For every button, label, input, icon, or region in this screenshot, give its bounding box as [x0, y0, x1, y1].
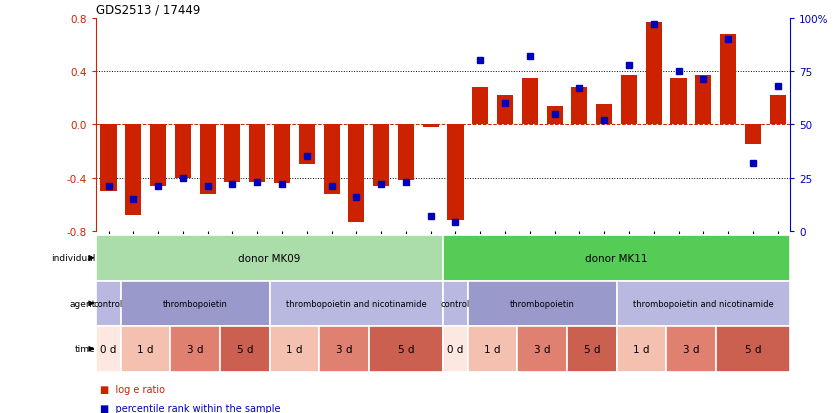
Bar	[150, 125, 166, 186]
Text: 1 d: 1 d	[137, 344, 154, 354]
Bar	[616, 326, 666, 372]
Bar	[200, 125, 216, 194]
Text: ■  percentile rank within the sample: ■ percentile rank within the sample	[100, 403, 281, 413]
Bar	[621, 76, 637, 125]
Bar	[125, 125, 141, 215]
Bar	[274, 125, 290, 183]
Text: GDS2513 / 17449: GDS2513 / 17449	[96, 3, 201, 16]
Bar	[666, 326, 716, 372]
Bar	[324, 125, 339, 194]
Bar	[645, 23, 662, 125]
Bar	[745, 125, 761, 145]
Bar	[670, 78, 686, 125]
Bar	[269, 326, 319, 372]
Bar	[497, 96, 513, 125]
Bar	[121, 326, 171, 372]
Bar	[770, 96, 786, 125]
Text: 0 d: 0 d	[447, 344, 464, 354]
Text: 5 d: 5 d	[745, 344, 761, 354]
Bar	[319, 326, 369, 372]
Bar	[423, 125, 439, 128]
Text: control: control	[441, 299, 470, 308]
Text: 3 d: 3 d	[336, 344, 352, 354]
Text: thrombopoietin: thrombopoietin	[510, 299, 574, 308]
Bar	[616, 281, 790, 326]
Bar	[443, 235, 790, 281]
Bar	[298, 125, 315, 165]
Text: 5 d: 5 d	[237, 344, 253, 354]
Bar	[443, 326, 468, 372]
Bar	[224, 125, 241, 182]
Text: 1 d: 1 d	[484, 344, 501, 354]
Bar	[220, 326, 269, 372]
Text: individual: individual	[51, 254, 95, 263]
Bar	[373, 125, 390, 186]
Text: donor MK09: donor MK09	[238, 253, 301, 263]
Text: 5 d: 5 d	[398, 344, 414, 354]
Text: agent: agent	[69, 299, 95, 308]
Bar	[175, 125, 191, 178]
Bar	[567, 326, 616, 372]
Text: 3 d: 3 d	[534, 344, 550, 354]
Text: 1 d: 1 d	[633, 344, 650, 354]
Bar	[522, 78, 538, 125]
Bar	[547, 106, 563, 125]
Bar	[447, 125, 463, 221]
Bar	[121, 281, 269, 326]
Bar	[100, 125, 116, 191]
Bar	[472, 88, 488, 125]
Bar	[720, 35, 737, 125]
Text: 0 d: 0 d	[100, 344, 117, 354]
Bar	[596, 105, 612, 125]
Text: 3 d: 3 d	[187, 344, 203, 354]
Bar	[269, 281, 443, 326]
Text: 1 d: 1 d	[286, 344, 303, 354]
Bar	[468, 326, 517, 372]
Text: thrombopoietin and nicotinamide: thrombopoietin and nicotinamide	[286, 299, 426, 308]
Bar	[96, 281, 121, 326]
Text: 5 d: 5 d	[584, 344, 600, 354]
Text: thrombopoietin: thrombopoietin	[163, 299, 227, 308]
Bar	[468, 281, 616, 326]
Bar	[571, 88, 588, 125]
Bar	[96, 326, 121, 372]
Bar	[443, 281, 468, 326]
Bar	[171, 326, 220, 372]
Text: time: time	[75, 344, 95, 354]
Bar	[716, 326, 790, 372]
Bar	[249, 125, 265, 182]
Text: thrombopoietin and nicotinamide: thrombopoietin and nicotinamide	[633, 299, 773, 308]
Text: donor MK11: donor MK11	[585, 253, 648, 263]
Bar	[517, 326, 567, 372]
Text: control: control	[94, 299, 123, 308]
Text: 3 d: 3 d	[683, 344, 699, 354]
Bar	[696, 76, 711, 125]
Text: ■  log e ratio: ■ log e ratio	[100, 384, 166, 394]
Bar	[96, 235, 443, 281]
Bar	[398, 125, 414, 181]
Bar	[349, 125, 364, 222]
Bar	[369, 326, 443, 372]
